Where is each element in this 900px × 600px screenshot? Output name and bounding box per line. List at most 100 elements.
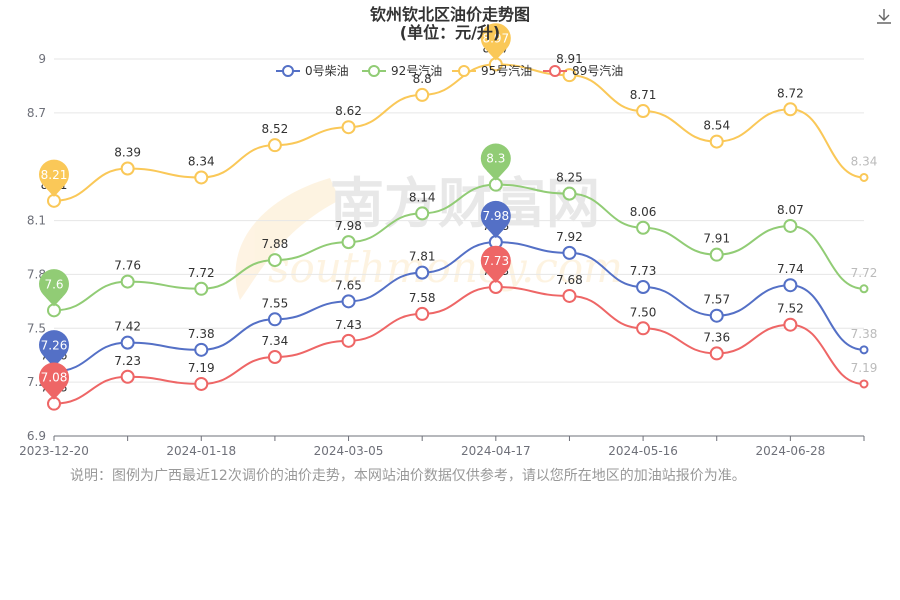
pin-marker	[480, 23, 511, 61]
watermark-swoosh	[235, 178, 340, 300]
data-point	[267, 312, 282, 327]
data-label: 7.73	[630, 264, 657, 278]
chart-title: 钦州钦北区油价走势图	[370, 5, 530, 24]
data-point	[194, 342, 209, 357]
legend-marker	[368, 65, 380, 77]
data-point	[709, 308, 724, 323]
y-tick-label: 8.1	[27, 214, 46, 228]
data-point	[120, 274, 135, 289]
data-label: 7.55	[262, 296, 289, 310]
x-tick-label: 2024-06-28	[755, 444, 825, 458]
pins-layer: 7.98 7.26 8.3 7.6 8.97 8.21 7.73 7.08	[39, 23, 511, 400]
data-point	[783, 102, 798, 117]
data-point	[709, 247, 724, 262]
y-tick-label: 7.5	[27, 321, 46, 335]
data-point	[636, 321, 651, 336]
data-label: 7.23	[114, 354, 141, 368]
legend-label: 95号汽油	[481, 63, 532, 78]
data-label: 8.34	[851, 154, 878, 168]
series-layer	[47, 57, 869, 411]
data-point	[859, 379, 869, 389]
data-label: 7.72	[851, 266, 878, 280]
data-point	[562, 186, 577, 201]
data-label: 7.92	[556, 230, 583, 244]
y-tick-label: 8.7	[27, 106, 46, 120]
data-label: 8.8	[413, 72, 432, 86]
x-tick-label: 2024-01-18	[166, 444, 236, 458]
data-point	[636, 220, 651, 235]
data-point	[267, 253, 282, 268]
pin-marker	[480, 245, 511, 283]
pin-label: 7.98	[482, 209, 509, 223]
legend-label: 0号柴油	[305, 64, 349, 78]
data-point	[341, 294, 356, 309]
data-label: 7.52	[777, 302, 804, 316]
pin-marker	[39, 159, 69, 197]
data-label: 8.91	[556, 52, 583, 66]
pin-label: 7.26	[41, 338, 68, 352]
data-label: 7.72	[188, 266, 215, 280]
data-label: 7.65	[335, 278, 362, 292]
legend-label: 92号汽油	[391, 63, 442, 78]
download-icon	[877, 9, 891, 24]
data-point	[415, 87, 430, 102]
data-label: 7.98	[335, 219, 362, 233]
data-point	[859, 345, 869, 355]
data-label: 7.81	[409, 250, 436, 264]
pin-marker	[39, 269, 69, 307]
x-tick-label: 2024-04-17	[461, 444, 531, 458]
watermark-cn: 南方财富网	[330, 172, 600, 235]
legend-marker	[549, 65, 561, 77]
data-point	[562, 245, 577, 260]
data-point	[267, 138, 282, 153]
legend: 0号柴油 92号汽油 95号汽油 89号汽油	[276, 63, 623, 78]
legend-label: 89号汽油	[572, 63, 623, 78]
download-button[interactable]	[874, 6, 894, 26]
grid	[54, 58, 864, 437]
data-point	[562, 68, 577, 83]
data-point	[859, 172, 869, 182]
data-label: 8.06	[630, 205, 657, 219]
data-label: 7.76	[114, 259, 141, 273]
chart-subtitle: (单位：元/升)	[400, 23, 500, 42]
data-label: 8.71	[630, 88, 657, 102]
legend-marker	[282, 65, 294, 77]
data-label: 7.50	[630, 305, 657, 319]
data-point	[636, 279, 651, 294]
x-tick-label: 2023-12-20	[19, 444, 89, 458]
pin-label: 7.73	[482, 254, 509, 268]
data-point	[783, 317, 798, 332]
pin-label: 8.3	[486, 152, 505, 166]
data-point	[859, 284, 869, 294]
data-label: 7.38	[851, 327, 878, 341]
pin-label: 7.08	[41, 371, 68, 385]
data-label: 8.54	[703, 119, 730, 133]
pin-label: 8.21	[41, 168, 68, 182]
data-point	[636, 104, 651, 119]
data-point	[120, 335, 135, 350]
pin-label: 8.97	[482, 31, 509, 45]
data-point	[194, 376, 209, 391]
data-point	[194, 170, 209, 185]
data-point	[709, 134, 724, 149]
data-label: 7.42	[114, 320, 141, 334]
pin-label: 7.6	[44, 277, 63, 291]
data-label: 7.91	[703, 232, 730, 246]
data-point	[415, 265, 430, 280]
data-label: 7.38	[188, 327, 215, 341]
data-label: 8.52	[262, 122, 289, 136]
data-label: 7.88	[262, 237, 289, 251]
data-label: 7.36	[703, 330, 730, 344]
y-tick-label: 9	[38, 52, 46, 66]
x-tick-label: 2024-03-05	[314, 444, 384, 458]
data-label: 8.72	[777, 86, 804, 100]
legend-marker	[458, 65, 470, 77]
data-point	[415, 306, 430, 321]
data-point	[562, 288, 577, 303]
data-point	[267, 350, 282, 365]
data-point	[783, 218, 798, 233]
data-point	[120, 369, 135, 384]
data-point	[415, 206, 430, 221]
